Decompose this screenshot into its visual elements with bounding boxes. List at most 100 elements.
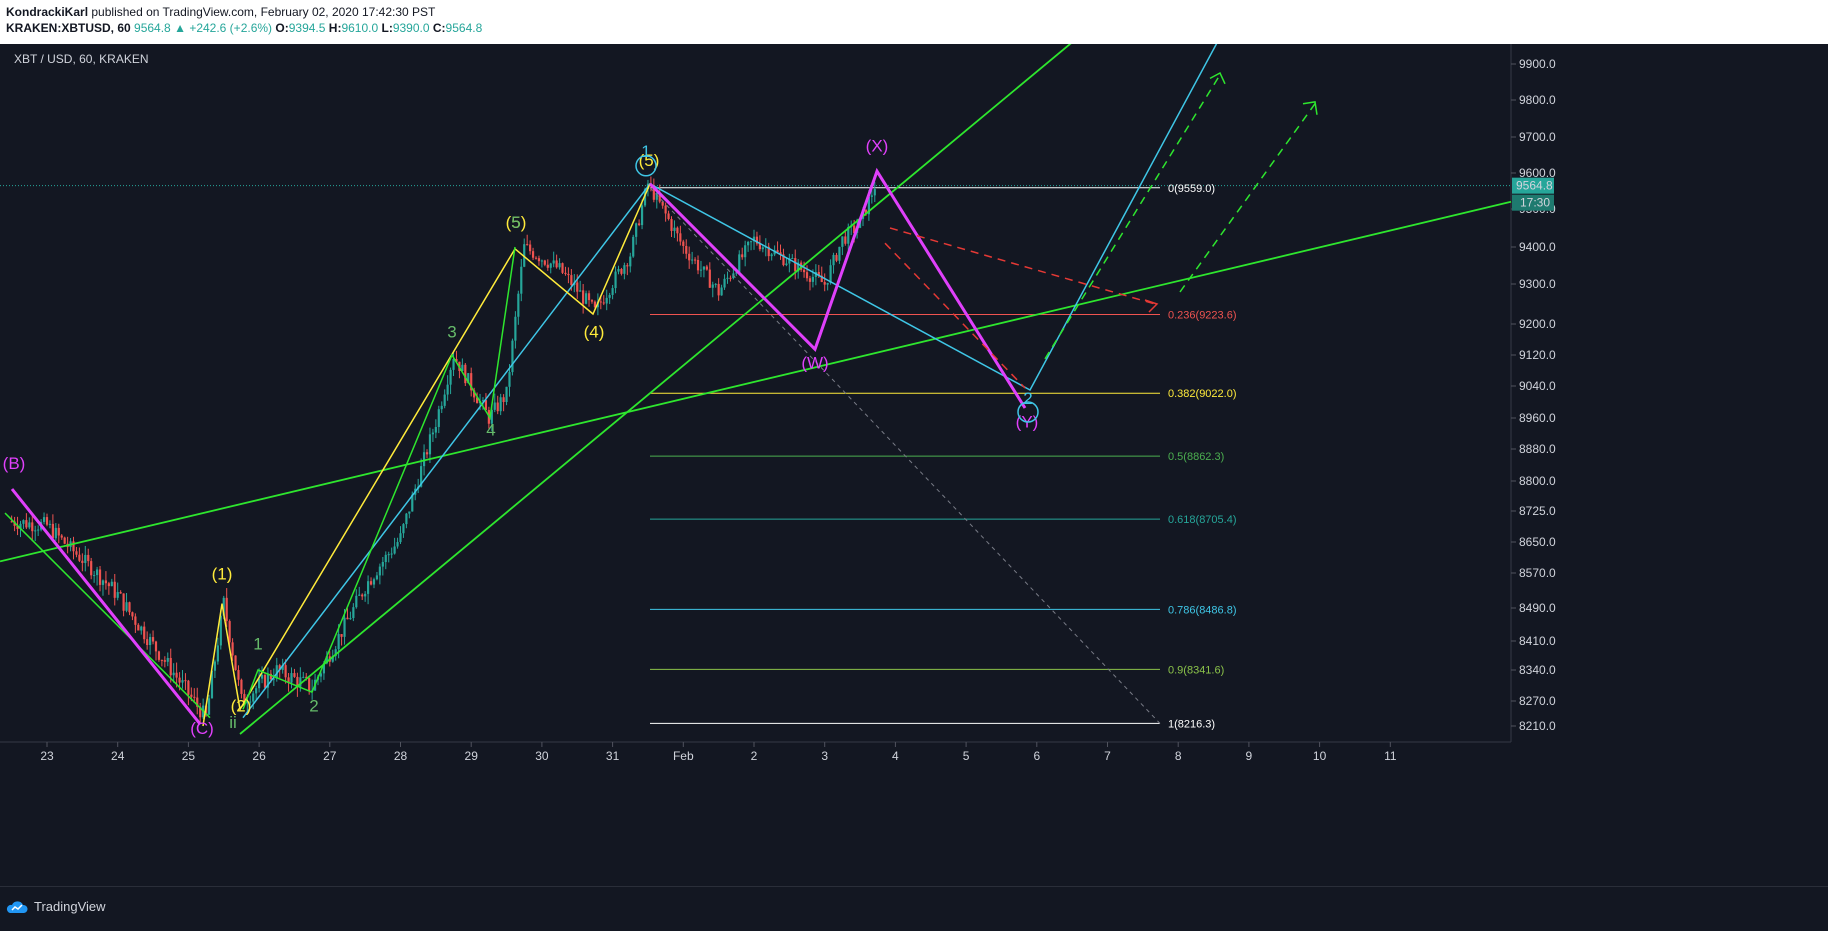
candle-body <box>128 602 131 613</box>
candle <box>546 259 549 271</box>
price-tick-label: 8880.0 <box>1519 442 1556 456</box>
candle <box>84 545 87 572</box>
price-tick-label: 9200.0 <box>1519 317 1556 331</box>
candle <box>128 601 131 616</box>
footer-bar: TradingView <box>0 886 1828 931</box>
last-price: 9564.8 <box>134 21 171 35</box>
candle <box>605 289 608 311</box>
candle <box>446 375 449 401</box>
candle-body <box>37 529 40 531</box>
candle-body <box>747 241 750 246</box>
candle-body <box>116 592 119 598</box>
price-chart[interactable]: 9900.09800.09700.09600.09500.09400.09300… <box>0 44 1828 886</box>
candle-body <box>643 189 647 206</box>
candle <box>396 537 399 549</box>
candle-body <box>390 553 393 555</box>
fib-anchor-dashed <box>649 187 1161 724</box>
candle-body <box>337 634 340 650</box>
candle-body <box>319 673 323 677</box>
candle <box>296 672 299 697</box>
candle-body <box>199 706 202 718</box>
candle <box>529 240 532 255</box>
candle-body <box>325 656 328 664</box>
candle-body <box>682 241 685 246</box>
candle <box>399 526 402 545</box>
cloud-icon <box>6 900 28 913</box>
candle-body <box>334 649 337 657</box>
candle <box>537 255 541 266</box>
candle-body <box>782 254 785 266</box>
time-tick-label: Feb <box>673 749 694 763</box>
wave-label: (B) <box>3 454 26 473</box>
candle-body <box>661 201 664 206</box>
candle-body <box>767 246 770 257</box>
tradingview-logo[interactable]: TradingView <box>6 899 106 914</box>
candle <box>685 239 688 259</box>
candle-body <box>508 372 511 387</box>
publish-header: KondrackiKarl published on TradingView.c… <box>0 0 1828 44</box>
candle <box>207 694 211 715</box>
candle <box>234 655 237 671</box>
candle-body <box>358 594 361 596</box>
candle <box>838 246 841 264</box>
candle-body <box>175 672 178 678</box>
candle-body <box>31 522 34 532</box>
candle <box>543 259 546 267</box>
candle <box>520 259 523 302</box>
price-tick-label: 8725.0 <box>1519 504 1556 518</box>
trendline-green-descending <box>4 512 211 719</box>
candle-body <box>51 523 54 539</box>
candle-body <box>405 513 408 525</box>
fib-level-label: 1(8216.3) <box>1168 718 1215 730</box>
candle-body <box>54 527 57 539</box>
candle <box>702 266 706 278</box>
time-tick-label: 4 <box>892 749 899 763</box>
candle <box>116 582 119 601</box>
candle <box>749 240 753 251</box>
candle <box>425 449 429 459</box>
candle-body <box>125 602 128 611</box>
candle-body <box>157 651 161 660</box>
candle <box>540 259 543 268</box>
candle-body <box>496 402 499 412</box>
candle <box>384 551 387 570</box>
wave-label: 1 <box>253 634 262 653</box>
candle <box>393 537 396 555</box>
candle-body <box>104 580 108 584</box>
candle <box>623 262 626 280</box>
candle <box>213 659 217 678</box>
candle-body <box>163 660 166 662</box>
time-tick-label: 7 <box>1104 749 1111 763</box>
wave-label: 2 <box>1023 389 1032 408</box>
candle-body <box>635 223 638 237</box>
chart-area[interactable]: 9900.09800.09700.09600.09500.09400.09300… <box>0 44 1828 886</box>
candle-body <box>293 673 296 677</box>
projection-red-dashed-2 <box>884 242 1026 389</box>
author-name[interactable]: KondrackiKarl <box>6 5 89 19</box>
time-tick-label: 31 <box>606 749 620 763</box>
candle <box>113 574 116 606</box>
price-tick-label: 9120.0 <box>1519 348 1556 362</box>
candle-body <box>411 494 414 512</box>
candle <box>632 234 635 258</box>
time-tick-label: 26 <box>252 749 266 763</box>
candle-body <box>467 373 470 384</box>
candle <box>31 512 34 542</box>
candle-body <box>399 533 402 543</box>
fib-level-label: 0.5(8862.3) <box>1168 451 1224 463</box>
candle-body <box>844 236 847 244</box>
candle <box>42 512 46 525</box>
candle <box>682 239 685 254</box>
candle-body <box>455 359 458 362</box>
candle-body <box>632 236 635 257</box>
candle <box>263 672 267 690</box>
wave-label: (2) <box>231 696 252 715</box>
candle <box>443 389 446 409</box>
candle <box>154 640 158 661</box>
candle-body <box>87 554 90 562</box>
candle <box>676 226 679 242</box>
candle <box>599 296 602 310</box>
candle-body <box>255 688 258 694</box>
candle-body <box>611 288 614 295</box>
candle <box>187 679 190 706</box>
